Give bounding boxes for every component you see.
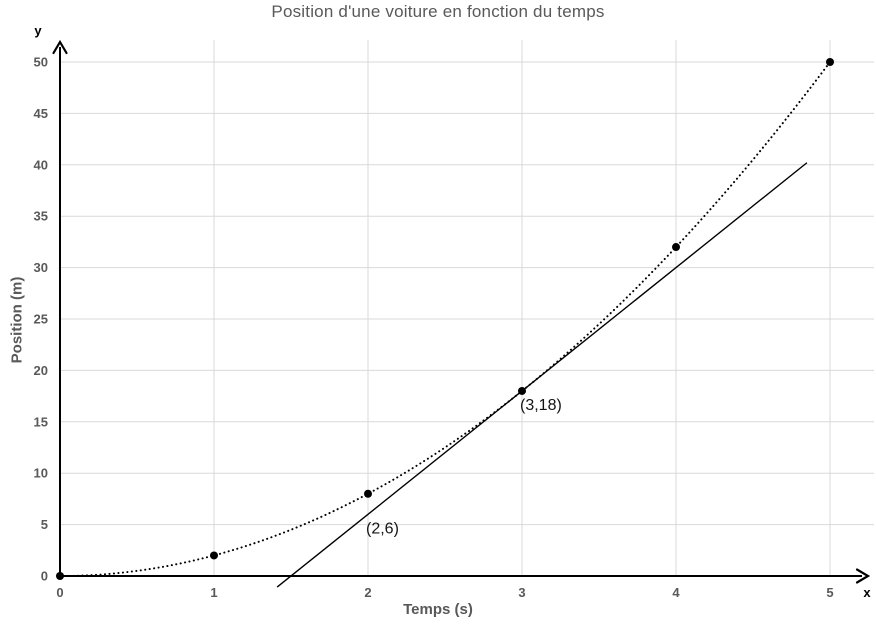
x-tick-label-1: 1 <box>210 585 217 600</box>
data-point-2 <box>364 489 372 498</box>
annotation-0: (2,6) <box>366 520 399 537</box>
y-tick-label-0: 0 <box>41 569 48 584</box>
y-axis-arrow-icon <box>52 39 68 55</box>
x-axis-title: Temps (s) <box>403 601 473 618</box>
y-tick-label-45: 45 <box>34 106 48 121</box>
x-tick-label-2: 2 <box>364 585 371 600</box>
x-tick-label-4: 4 <box>672 585 680 600</box>
data-point-0 <box>56 572 64 580</box>
x-axis-letter: x <box>863 585 871 600</box>
y-tick-label-40: 40 <box>34 157 48 172</box>
y-axis-letter: y <box>34 23 42 38</box>
data-point-5 <box>826 58 834 66</box>
x-tick-label-0: 0 <box>56 585 63 600</box>
y-tick-label-30: 30 <box>34 260 48 275</box>
y-tick-label-15: 15 <box>34 414 48 429</box>
annotation-1: (3,18) <box>520 397 562 414</box>
y-tick-label-20: 20 <box>34 363 48 378</box>
chart-title: Position d'une voiture en fonction du te… <box>271 2 605 21</box>
y-tick-label-25: 25 <box>34 312 48 327</box>
x-tick-label-3: 3 <box>518 585 525 600</box>
data-point-1 <box>210 551 218 560</box>
x-tick-label-5: 5 <box>826 585 833 600</box>
data-point-3 <box>518 386 526 395</box>
x-axis-arrow-icon <box>855 568 871 584</box>
position-curve <box>59 61 831 577</box>
y-tick-label-10: 10 <box>34 466 48 481</box>
y-tick-label-35: 35 <box>34 209 48 224</box>
tangent-line <box>276 162 808 588</box>
data-point-4 <box>672 243 680 252</box>
y-tick-label-5: 5 <box>41 517 48 532</box>
y-tick-label-50: 50 <box>34 55 48 70</box>
